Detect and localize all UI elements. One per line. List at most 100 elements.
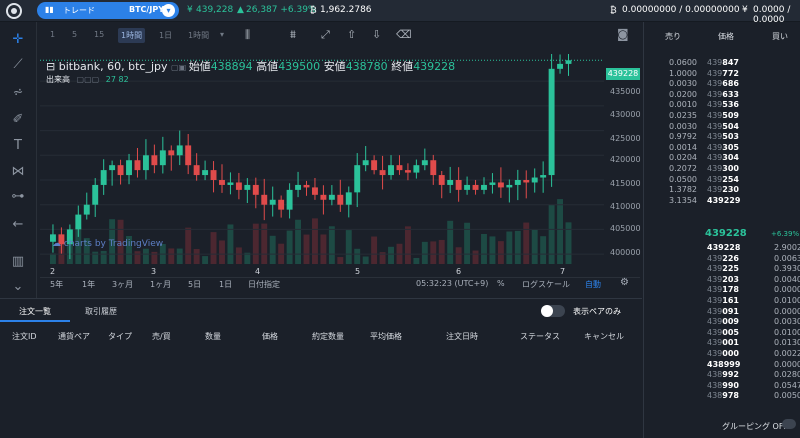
- bid-row[interactable]: 439005 0.0100: [643, 328, 800, 339]
- camera-icon[interactable]: ◙: [617, 27, 629, 41]
- pattern-icon[interactable]: ⋈: [11, 164, 25, 179]
- auto-scale-toggle[interactable]: 自動: [585, 280, 601, 289]
- interval-15[interactable]: 15: [94, 30, 105, 39]
- chevron-down-icon[interactable]: ▾: [162, 4, 175, 17]
- bitbank-logo-icon[interactable]: [6, 3, 22, 19]
- candle-body: [227, 182, 234, 185]
- range-1y[interactable]: 1年: [82, 280, 96, 289]
- close-label: 終値: [391, 60, 414, 73]
- bid-row[interactable]: 439203 0.0040: [643, 275, 800, 286]
- fullscreen-icon[interactable]: ⤢: [321, 28, 330, 41]
- range-1d[interactable]: 1日: [219, 280, 233, 289]
- ask-row[interactable]: 0.0014 439305: [643, 143, 800, 154]
- candle-body: [261, 194, 268, 205]
- bid-row[interactable]: 439225 0.3930: [643, 264, 800, 275]
- interval-5[interactable]: 5: [72, 30, 78, 39]
- ask-row[interactable]: 0.0500 439254: [643, 175, 800, 186]
- candle-body: [202, 170, 209, 176]
- ask-row[interactable]: 0.0235 439509: [643, 111, 800, 122]
- range-5y[interactable]: 5年: [50, 280, 64, 289]
- bid-amount: 0.3930: [774, 264, 800, 274]
- volume-bar: [447, 220, 454, 264]
- upload-icon[interactable]: ⇧: [347, 28, 357, 41]
- back-arrow-icon[interactable]: ←: [12, 217, 24, 232]
- bid-row[interactable]: 438990 0.0547: [643, 381, 800, 392]
- grouping-switch[interactable]: [782, 419, 796, 429]
- candle-body: [269, 199, 276, 205]
- grouping-toggle[interactable]: グルーピング OFF: [722, 422, 789, 431]
- bid-row[interactable]: 439228 2.9002: [643, 243, 800, 254]
- ask-amount: 3.1354: [669, 195, 697, 205]
- ask-row[interactable]: 0.0030 439504: [643, 122, 800, 133]
- ask-row[interactable]: 0.2072 439300: [643, 164, 800, 175]
- volume-settings-icon[interactable]: ▢▢▢: [76, 75, 100, 84]
- ask-row[interactable]: 0.0010 439536: [643, 100, 800, 111]
- trendline-icon[interactable]: ⟋: [13, 57, 23, 72]
- indicators-icon[interactable]: ▥: [11, 254, 25, 269]
- candle-body: [497, 182, 504, 188]
- range-5d[interactable]: 5日: [188, 280, 202, 289]
- toggle-knob: [541, 305, 553, 317]
- bid-row[interactable]: 439001 0.0130: [643, 338, 800, 349]
- brush-icon[interactable]: ✐: [12, 112, 24, 127]
- chart-settings-icon[interactable]: ▢▣: [171, 63, 189, 72]
- collapse-icon[interactable]: ⊟: [46, 60, 56, 73]
- volume-bar: [168, 248, 175, 264]
- collapse-icon[interactable]: ⌄: [12, 279, 24, 294]
- tab-open-orders[interactable]: 注文一覧: [19, 307, 51, 316]
- bid-row[interactable]: 438999 0.0000: [643, 360, 800, 371]
- bid-price: 438992: [707, 370, 739, 381]
- volume-bar: [362, 256, 369, 264]
- interval-1[interactable]: 1: [50, 30, 56, 39]
- range-1m[interactable]: 1ヶ月: [150, 280, 172, 289]
- bid-row[interactable]: 438978 0.0050: [643, 391, 800, 402]
- bid-amount: 0.0000: [774, 359, 800, 369]
- price-prefix: 439: [707, 338, 723, 348]
- percent-toggle[interactable]: %: [497, 279, 505, 288]
- range-custom[interactable]: 日付指定: [248, 280, 280, 289]
- tab-trade-history[interactable]: 取引履歴: [85, 307, 117, 316]
- candle-body: [176, 145, 183, 156]
- indicators-chart-icon[interactable]: ⩩: [290, 28, 296, 41]
- ask-row[interactable]: 3.1354 439229: [643, 196, 800, 207]
- volume-bar: [193, 249, 200, 264]
- bid-row[interactable]: 439226 0.0063: [643, 254, 800, 265]
- interval-1h[interactable]: 1時間: [118, 28, 146, 43]
- ask-row[interactable]: 0.9792 439503: [643, 132, 800, 143]
- bid-row[interactable]: 438992 0.0280: [643, 370, 800, 381]
- ask-row[interactable]: 1.0000 439772: [643, 69, 800, 80]
- bid-price: 439178: [707, 285, 739, 296]
- bid-row[interactable]: 439178 0.0000: [643, 285, 800, 296]
- interval-1d[interactable]: 1日: [159, 31, 173, 40]
- volume-bar: [303, 234, 310, 264]
- candles-icon[interactable]: ⫼: [245, 28, 251, 41]
- tradingview-watermark[interactable]: ☁ charts by TradingView: [52, 239, 163, 249]
- gear-icon[interactable]: ⚙: [620, 277, 629, 288]
- show-pair-only-toggle[interactable]: [541, 305, 565, 317]
- ask-row[interactable]: 0.0204 439304: [643, 153, 800, 164]
- fib-icon[interactable]: ⩫: [12, 85, 24, 100]
- bid-price: 438999: [707, 360, 740, 371]
- ask-row[interactable]: 0.0030 439686: [643, 79, 800, 90]
- ask-row[interactable]: 0.0200 439633: [643, 90, 800, 101]
- bid-row[interactable]: 439009 0.0030: [643, 317, 800, 328]
- pair-selector[interactable]: ▮▮ トレード BTC/JPY ▾: [37, 2, 179, 19]
- candle-body: [396, 165, 403, 171]
- bid-row[interactable]: 439091 0.0000: [643, 307, 800, 318]
- log-scale-toggle[interactable]: ログスケール: [522, 280, 570, 289]
- bid-row[interactable]: 439000 0.0022: [643, 349, 800, 360]
- text-icon[interactable]: T: [14, 138, 22, 153]
- ask-row[interactable]: 0.0600 439847: [643, 58, 800, 69]
- range-3m[interactable]: 3ヶ月: [112, 280, 134, 289]
- bid-row[interactable]: 439161 0.0100: [643, 296, 800, 307]
- crosshair-icon[interactable]: ✛: [12, 32, 24, 47]
- interval-dropdown[interactable]: 1時間: [188, 31, 210, 40]
- ask-row[interactable]: 1.3782 439230: [643, 185, 800, 196]
- measure-icon[interactable]: ⊶: [11, 189, 25, 204]
- chevron-down-icon[interactable]: ▾: [220, 30, 225, 39]
- price-suffix: 504: [722, 121, 739, 131]
- candle-body: [235, 182, 242, 190]
- eraser-icon[interactable]: ⌫: [396, 28, 412, 41]
- price-chart[interactable]: [40, 54, 604, 264]
- download-icon[interactable]: ⇩: [372, 28, 382, 41]
